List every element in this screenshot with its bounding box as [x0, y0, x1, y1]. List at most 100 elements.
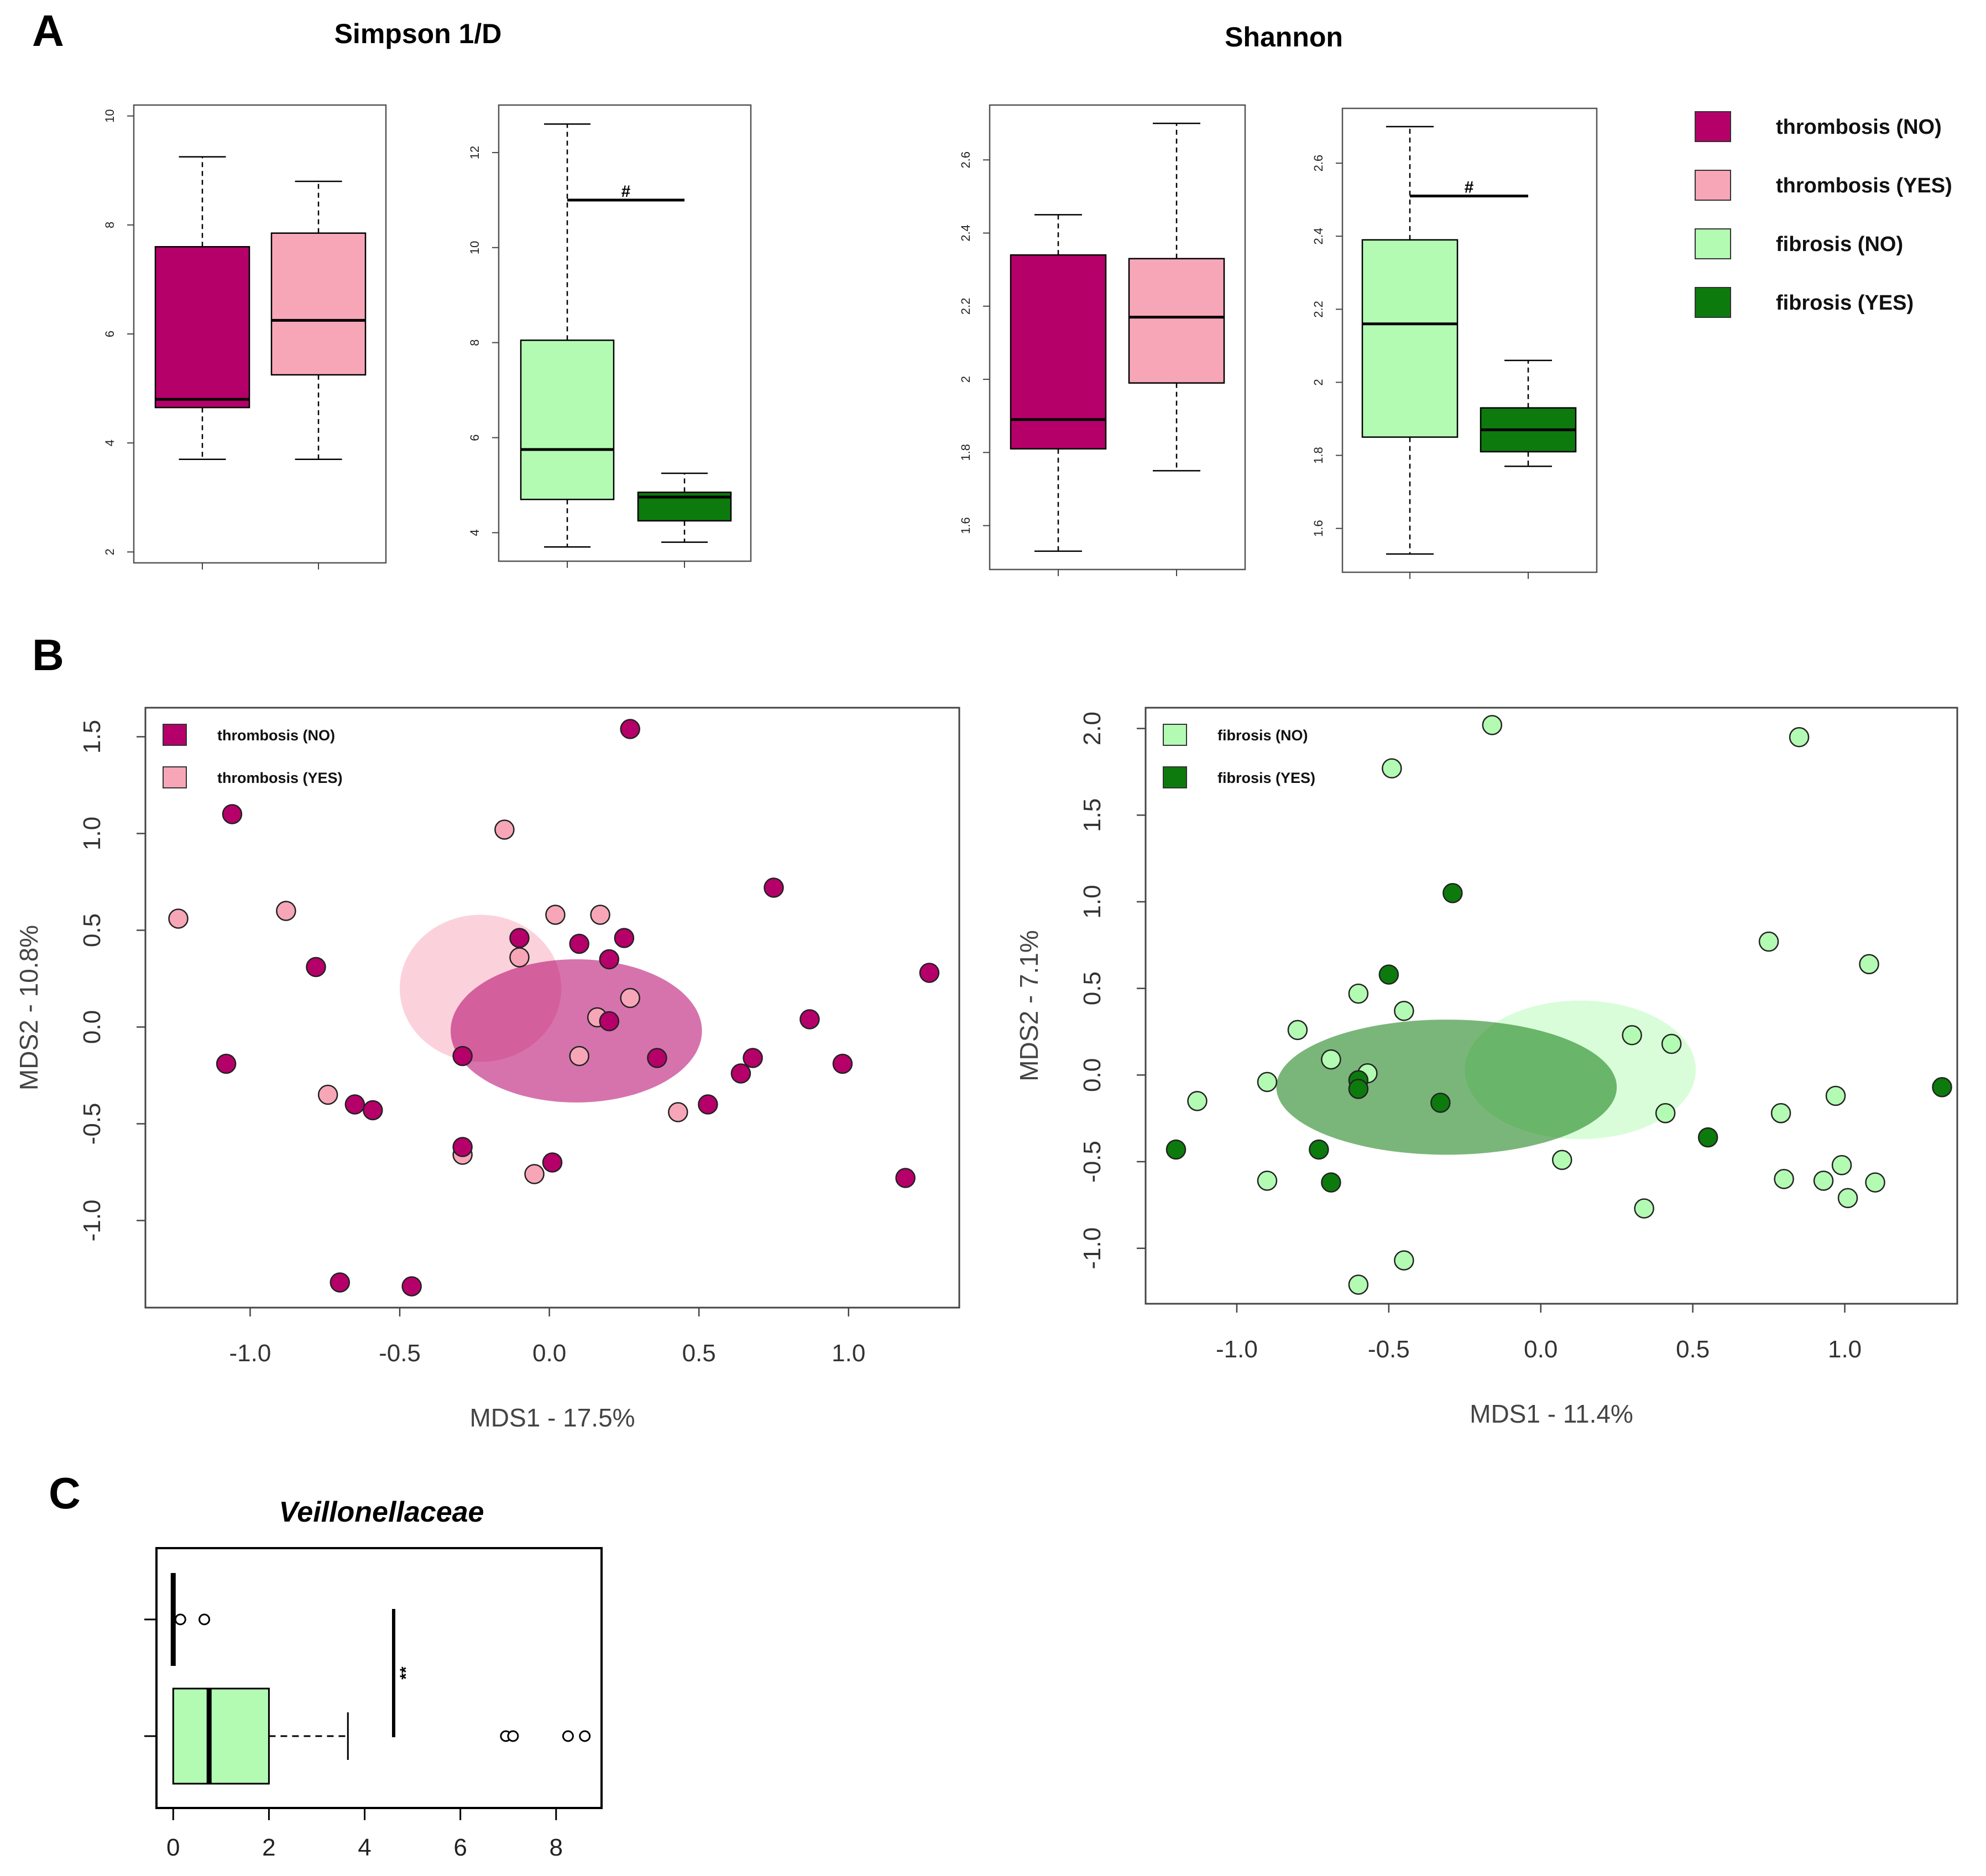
y-tick-label: -1.0 — [79, 1200, 106, 1242]
legend-swatch — [1163, 724, 1187, 746]
shannon-thrombosis-boxplot: 1.6 1.8 2 2.2 2.4 2.6 — [959, 104, 1246, 576]
scatter-point — [698, 1094, 718, 1115]
y-tick-label: 2.6 — [959, 151, 973, 169]
plot-frame — [989, 104, 1246, 571]
y-tick-label: 1.5 — [1079, 798, 1106, 832]
scatter-point — [1634, 1198, 1654, 1219]
x-tick-label: 1.0 — [1828, 1336, 1862, 1363]
simpson-title: Simpson 1/D — [335, 18, 502, 49]
x-tick-label: -0.5 — [1368, 1336, 1410, 1363]
scatter-point — [1837, 1188, 1858, 1209]
scatter-point — [1758, 931, 1779, 952]
scatter-point — [1309, 1139, 1329, 1160]
scatter-point — [1166, 1139, 1187, 1160]
scatter-point — [306, 957, 326, 978]
x-tick-label: 0.5 — [1676, 1336, 1710, 1363]
scatter-point — [647, 1048, 667, 1068]
plot-frame — [498, 104, 752, 562]
legend-label: thrombosis (NO) — [217, 727, 335, 744]
x-tick-label: 0.5 — [682, 1340, 716, 1367]
panel-a-label: A — [32, 6, 64, 55]
x-tick-label: -1.0 — [229, 1340, 271, 1367]
scatter-point — [1394, 1250, 1414, 1271]
y-tick-label: -1.0 — [1079, 1227, 1106, 1269]
significance-marker: # — [621, 182, 631, 201]
y-axis-label: MDS2 - 10.8% — [14, 925, 43, 1090]
scatter-point — [1394, 1001, 1414, 1021]
scatter-point — [1443, 883, 1463, 903]
scatter-point — [344, 1094, 365, 1115]
y-tick-label: 0.0 — [79, 1010, 106, 1044]
y-tick-label: 2 — [103, 548, 117, 555]
box — [520, 339, 615, 500]
panel-b-label: B — [32, 630, 64, 680]
simpson-thrombosis-boxplot: 2 4 6 8 10 — [103, 104, 387, 569]
x-tick-label: -1.0 — [1216, 1336, 1258, 1363]
group-ellipse — [1276, 1020, 1617, 1155]
x-tick-label: 0.0 — [532, 1340, 566, 1367]
y-tick-label: 1.6 — [959, 517, 973, 534]
scatter-point — [799, 1009, 820, 1030]
scatter-point — [1865, 1172, 1885, 1193]
scatter-point — [494, 819, 515, 840]
y-tick-label: 0.5 — [1079, 971, 1106, 1005]
pcoa-fibrosis-scatter: -1.0 -0.5 0.0 0.5 1.0 -1.0 -0.5 0.0 0.5 1.0 1.5 2.0… — [1015, 707, 1958, 1428]
y-tick-label: 0.5 — [79, 913, 106, 947]
scatter-point — [743, 1048, 763, 1068]
legend-label: fibrosis (YES) — [1217, 770, 1315, 786]
pcoa-thrombosis-scatter: -1.0 -0.5 0.0 0.5 1.0 -1.0 -0.5 0.0 0.5 1.0 1.5 MDS… — [14, 707, 960, 1432]
scatter-point — [317, 1084, 338, 1105]
scatter-point — [620, 987, 640, 1008]
scatter-point — [1774, 1169, 1794, 1189]
scatter-point — [668, 1102, 688, 1122]
scatter-point — [569, 1046, 589, 1067]
shannon-fibrosis-boxplot: 1.6 1.8 2 2.2 2.4 2.6 # — [1311, 107, 1598, 579]
scatter-point — [614, 928, 635, 948]
y-tick-label: 0.0 — [1079, 1058, 1106, 1092]
scatter-point — [1321, 1172, 1341, 1193]
plot-frame — [155, 1547, 603, 1809]
scatter-point — [1859, 954, 1879, 975]
scatter-point — [1257, 1072, 1278, 1093]
scatter-point — [1257, 1170, 1278, 1191]
legend-swatch — [1695, 170, 1731, 201]
legend-swatch — [1695, 228, 1731, 259]
scatter-point — [1770, 1103, 1791, 1123]
scatter-point — [1655, 1103, 1676, 1123]
scatter-point — [832, 1053, 853, 1074]
y-tick-label: 2 — [1311, 379, 1325, 385]
legend-swatch — [163, 724, 187, 746]
scatter-point — [509, 947, 530, 968]
shannon-title: Shannon — [1225, 22, 1343, 53]
scatter-point — [276, 901, 296, 921]
y-tick-label: 8 — [468, 339, 482, 346]
y-tick-label: 2.6 — [1311, 155, 1325, 172]
x-axis-label: MDS1 - 11.4% — [1470, 1399, 1633, 1428]
scatter-point — [919, 963, 940, 983]
y-tick-label: 4 — [103, 440, 117, 446]
scatter-point — [401, 1276, 422, 1297]
scatter-point — [895, 1168, 916, 1188]
scatter-point — [524, 1164, 545, 1184]
plot-frame — [1341, 107, 1598, 573]
y-tick-label: 12 — [468, 146, 482, 159]
legend-swatch — [163, 766, 187, 788]
box — [1361, 239, 1459, 438]
scatter-point — [1551, 1149, 1572, 1170]
outlier-point — [174, 1613, 186, 1626]
scatter-point — [620, 719, 640, 739]
legend-label: thrombosis (NO) — [1776, 116, 1942, 139]
scatter-point — [599, 1011, 620, 1032]
scatter-point — [363, 1100, 383, 1121]
y-tick-label: -0.5 — [1079, 1141, 1106, 1183]
x-tick-label: 4 — [358, 1834, 371, 1861]
legend-label: thrombosis (YES) — [217, 770, 343, 786]
scatter-point — [545, 905, 566, 925]
plot-frame — [144, 707, 960, 1309]
scatter-point — [1321, 1049, 1341, 1070]
scatter-point — [1287, 1020, 1308, 1041]
scatter-point — [1187, 1091, 1208, 1111]
scatter-point — [1661, 1033, 1682, 1054]
scatter-point — [509, 928, 530, 948]
legend-label: fibrosis (YES) — [1776, 291, 1914, 315]
